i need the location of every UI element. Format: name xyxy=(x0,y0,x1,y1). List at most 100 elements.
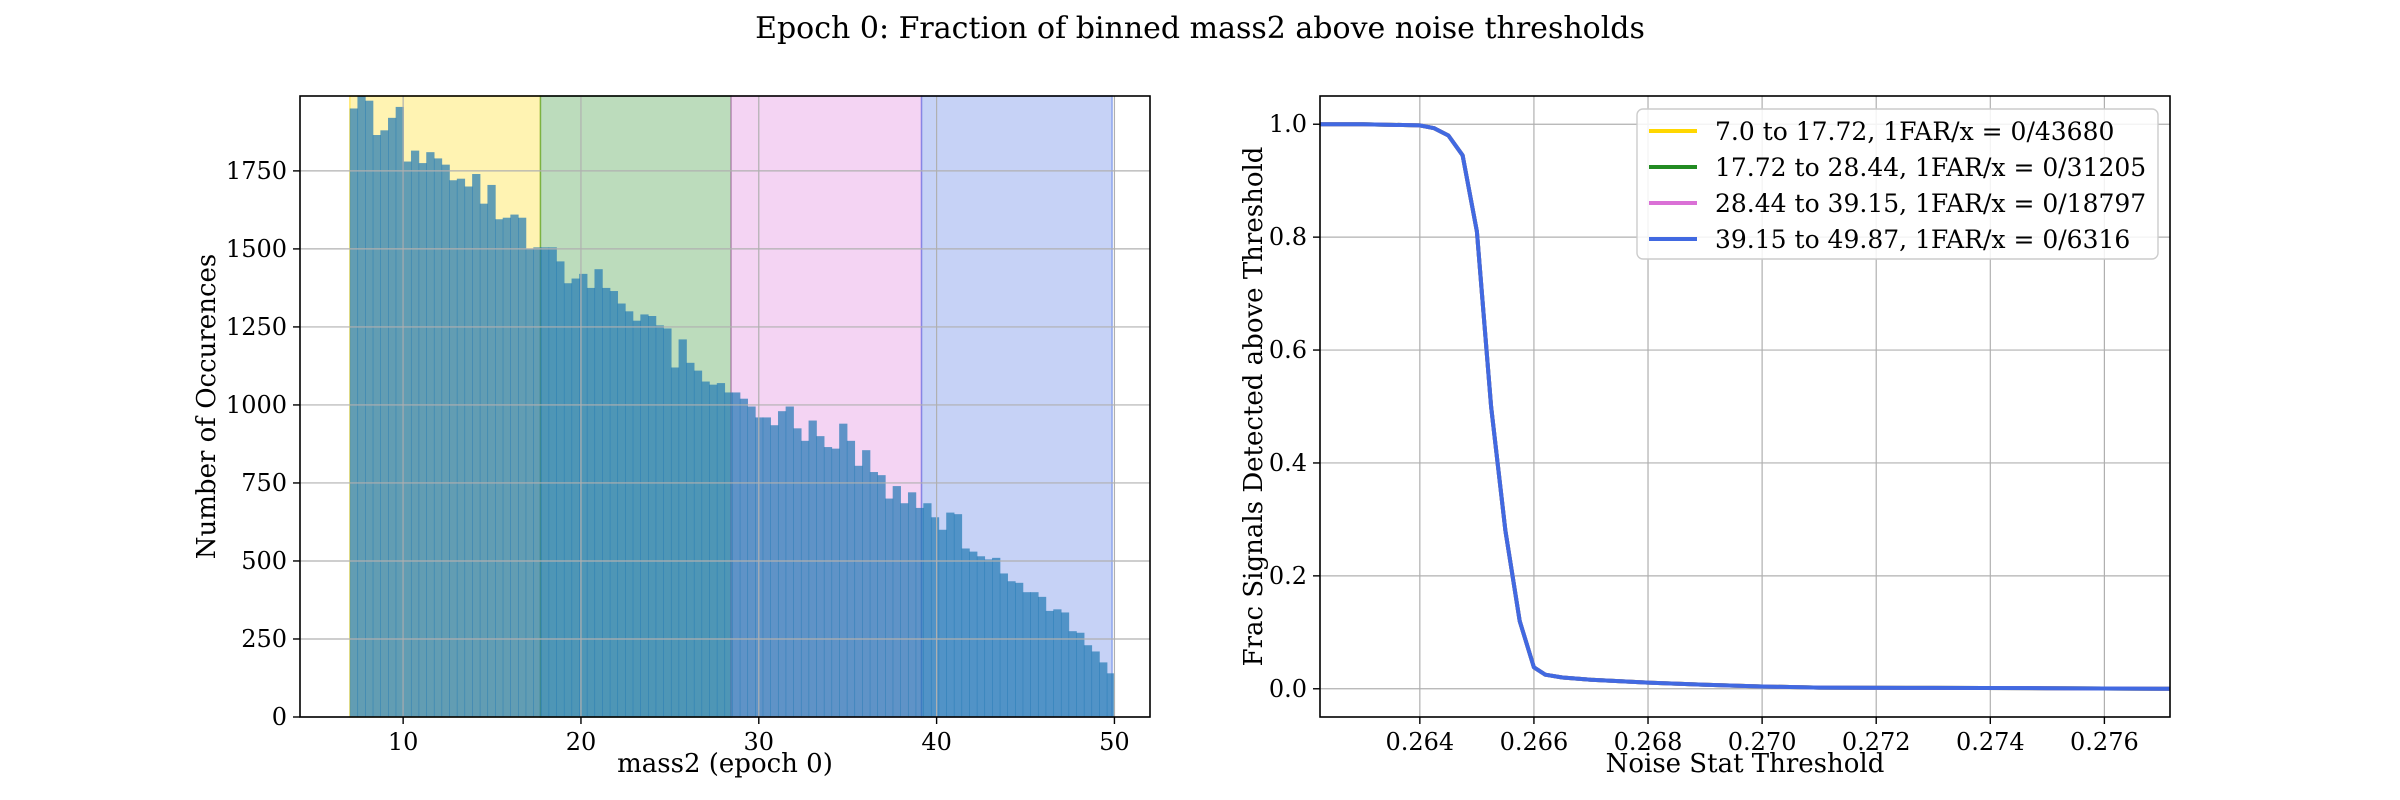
histogram-bar xyxy=(1045,610,1054,717)
histogram-bar xyxy=(793,428,802,717)
histogram-bar xyxy=(495,219,504,717)
histogram-frame xyxy=(299,95,1151,718)
histogram-bar xyxy=(999,573,1008,717)
histogram-bar xyxy=(686,362,695,717)
y-tick-label: 500 xyxy=(241,547,287,575)
histogram-bar xyxy=(862,450,871,717)
y-tick-label: 1000 xyxy=(226,391,287,419)
histogram-bar xyxy=(388,117,397,717)
y-tick-label: 750 xyxy=(241,469,287,497)
histogram-bar xyxy=(456,178,466,717)
histogram-bar xyxy=(670,367,680,717)
series-line-4 xyxy=(1320,122,2170,691)
histogram-bar xyxy=(533,247,542,717)
histogram-bar xyxy=(395,106,404,717)
histogram-bar xyxy=(777,411,787,717)
y-tick-label: 0 xyxy=(272,703,287,731)
histogram-y-axis-label: Number of Occurences xyxy=(192,254,222,559)
y-tick-label: 0.8 xyxy=(1269,223,1307,251)
histogram-bar xyxy=(540,247,550,717)
histogram-bar xyxy=(479,203,489,718)
histogram-bar xyxy=(854,465,863,717)
histogram-bar xyxy=(349,108,359,717)
histogram-bar xyxy=(969,551,978,717)
histogram-bars xyxy=(349,96,1116,718)
x-tick-label: 50 xyxy=(1099,728,1130,756)
histogram-bar xyxy=(785,406,794,717)
histogram-bar xyxy=(984,559,993,717)
x-tick-label: 0.266 xyxy=(1500,728,1569,756)
histogram-bar xyxy=(953,514,963,717)
x-tick-label: 0.272 xyxy=(1842,728,1911,756)
legend: 7.0 to 17.72, 1FAR/x = 0/43680 17.72 to 2… xyxy=(1636,108,2159,260)
histogram-bar xyxy=(632,320,641,717)
histogram-bar xyxy=(823,447,833,717)
histogram-bar xyxy=(510,214,519,717)
legend-label-4: 39.15 to 49.87, 1FAR/x = 0/6316 xyxy=(1715,225,2130,254)
histogram-bar xyxy=(1007,581,1016,717)
histogram-bar xyxy=(571,278,580,717)
histogram-bar xyxy=(900,503,909,717)
histogram-bar xyxy=(915,507,924,717)
histogram-bar xyxy=(648,316,657,717)
histogram-bar xyxy=(816,436,825,717)
histogram-bar xyxy=(716,383,726,717)
histogram-bar xyxy=(663,328,672,717)
histogram-bar xyxy=(563,283,573,717)
histogram-bar xyxy=(502,217,511,717)
x-tick-label: 0.264 xyxy=(1385,728,1454,756)
legend-box xyxy=(1636,108,2159,260)
line-y-axis-label: Frac Signals Detected above Threshold xyxy=(1239,147,1269,667)
histogram-bar xyxy=(1037,596,1047,717)
histogram-bar xyxy=(1060,612,1070,717)
histogram-bar xyxy=(441,164,450,717)
histogram-bar xyxy=(923,503,932,717)
histogram-bar xyxy=(885,498,894,717)
histogram-bar xyxy=(808,420,817,717)
histogram-bar xyxy=(380,130,389,717)
line-ticks: 0.264 0.266 0.268 0.270 0.272 0.274 0.276 0.0 0.… xyxy=(1269,110,2139,756)
histogram-bar xyxy=(732,392,741,717)
histogram-bar xyxy=(1053,609,1062,717)
histogram-bar xyxy=(433,158,443,718)
histogram-bar xyxy=(426,152,435,718)
histogram-bar xyxy=(594,269,603,717)
histogram-bar xyxy=(1091,651,1100,717)
y-tick-label: 1250 xyxy=(226,313,287,341)
histogram-bar xyxy=(869,472,878,717)
legend-label-1: 7.0 to 17.72, 1FAR/x = 0/43680 xyxy=(1715,117,2114,146)
line-frame xyxy=(1319,95,2171,718)
x-tick-label: 0.276 xyxy=(2070,728,2139,756)
legend-label-3: 28.44 to 39.15, 1FAR/x = 0/18797 xyxy=(1715,189,2146,218)
histogram-bar xyxy=(556,261,565,717)
histogram-bar xyxy=(892,486,901,717)
y-tick-label: 1750 xyxy=(226,157,287,185)
histogram-bar xyxy=(831,448,840,717)
x-tick-label: 0.274 xyxy=(1956,728,2025,756)
histogram-bar xyxy=(472,174,481,717)
x-tick-label: 0.268 xyxy=(1614,728,1683,756)
histogram-bar xyxy=(609,291,619,717)
histogram-bar xyxy=(976,556,986,717)
histogram-bar xyxy=(693,370,703,717)
histogram-bar xyxy=(548,247,557,717)
histogram-bar xyxy=(487,184,496,717)
y-tick-label: 1.0 xyxy=(1269,110,1307,138)
y-tick-label: 250 xyxy=(241,625,287,653)
histogram-bar xyxy=(1083,645,1093,717)
histogram-bar xyxy=(701,381,710,717)
histogram-bar xyxy=(403,161,412,718)
histogram-bar xyxy=(709,384,718,717)
legend-label-2: 17.72 to 28.44, 1FAR/x = 0/31205 xyxy=(1715,153,2146,182)
histogram-bar xyxy=(770,425,779,717)
histogram-bar xyxy=(1099,662,1108,717)
histogram-bar xyxy=(930,517,940,717)
histogram-bar xyxy=(739,398,749,717)
threshold-line-panel: 0.264 0.266 0.268 0.270 0.272 0.274 0.276 0.0 0.… xyxy=(1239,95,2171,779)
x-tick-label: 30 xyxy=(744,728,775,756)
x-tick-label: 0.270 xyxy=(1728,728,1797,756)
histogram-bar xyxy=(586,287,596,717)
histogram-bar xyxy=(418,163,427,718)
histogram-bar xyxy=(762,417,771,717)
